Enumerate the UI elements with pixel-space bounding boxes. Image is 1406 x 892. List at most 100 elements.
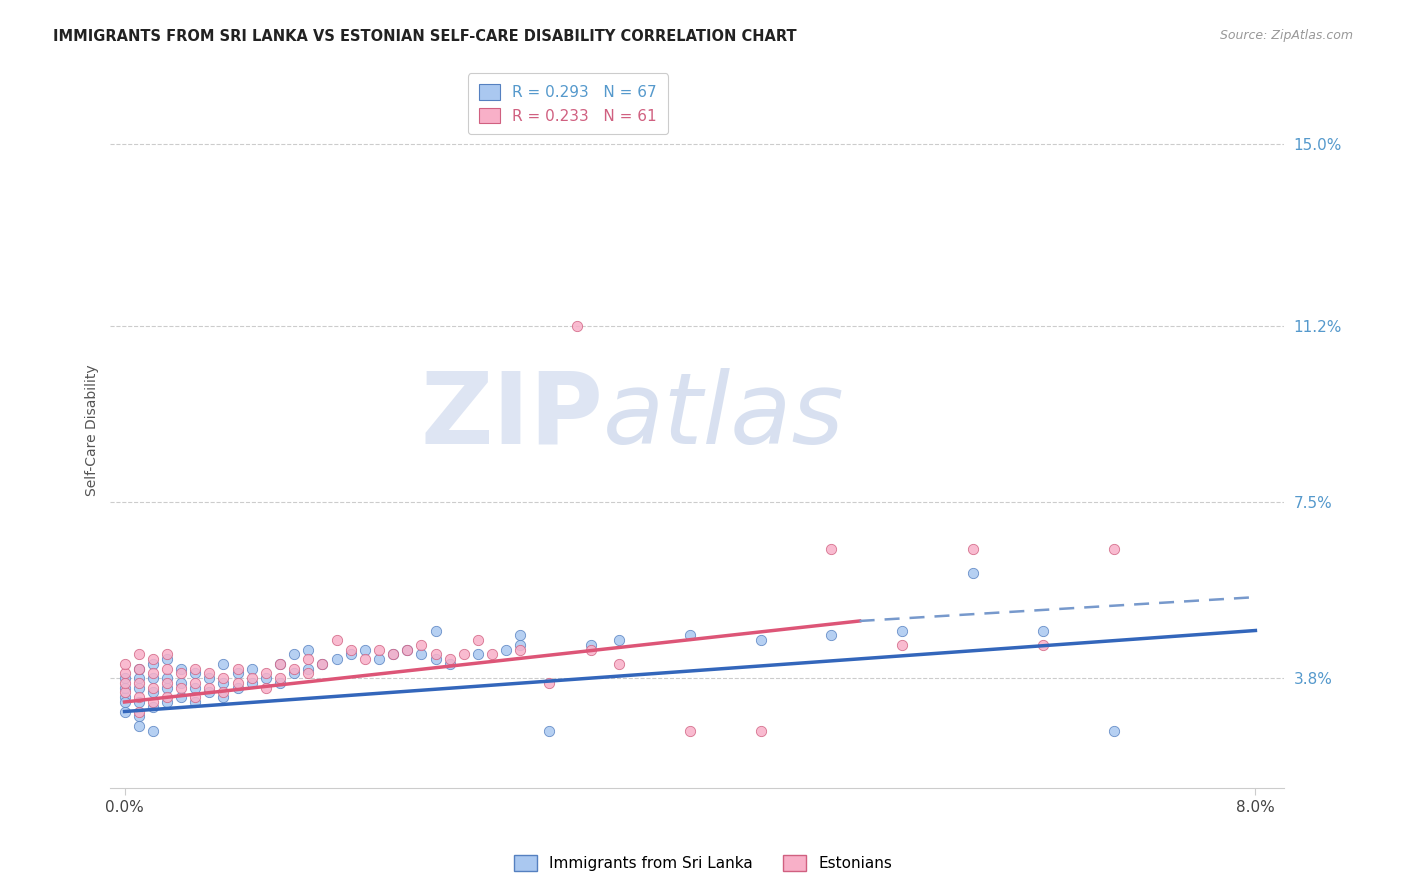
Point	[425, 648, 447, 662]
Point	[128, 648, 150, 662]
Point	[579, 642, 602, 657]
Point	[128, 695, 150, 709]
Point	[128, 671, 150, 685]
Point	[114, 695, 136, 709]
Point	[509, 628, 531, 642]
Point	[254, 671, 277, 685]
Point	[226, 662, 249, 676]
Point	[382, 648, 405, 662]
Point	[382, 648, 405, 662]
Point	[495, 642, 517, 657]
Point	[114, 705, 136, 719]
Point	[439, 652, 461, 666]
Point	[226, 676, 249, 690]
Point	[439, 657, 461, 671]
Point	[368, 642, 391, 657]
Point	[481, 648, 503, 662]
Point	[128, 662, 150, 676]
Legend: R = 0.293   N = 67, R = 0.233   N = 61: R = 0.293 N = 67, R = 0.233 N = 61	[468, 73, 668, 135]
Point	[1032, 624, 1054, 638]
Point	[114, 676, 136, 690]
Point	[749, 723, 772, 738]
Point	[156, 676, 179, 690]
Point	[311, 657, 333, 671]
Point	[283, 648, 305, 662]
Point	[962, 566, 984, 581]
Point	[297, 652, 319, 666]
Point	[156, 695, 179, 709]
Point	[184, 662, 207, 676]
Point	[467, 648, 489, 662]
Point	[184, 695, 207, 709]
Point	[156, 662, 179, 676]
Point	[607, 633, 630, 648]
Point	[114, 666, 136, 681]
Point	[453, 648, 475, 662]
Point	[565, 318, 588, 333]
Point	[537, 676, 560, 690]
Point	[467, 633, 489, 648]
Point	[170, 662, 193, 676]
Point	[128, 662, 150, 676]
Point	[240, 676, 263, 690]
Point	[325, 633, 347, 648]
Text: ZIP: ZIP	[420, 368, 603, 465]
Point	[269, 657, 291, 671]
Point	[128, 705, 150, 719]
Point	[212, 676, 235, 690]
Point	[1032, 638, 1054, 652]
Point	[142, 695, 165, 709]
Point	[128, 709, 150, 723]
Point	[198, 685, 221, 699]
Text: atlas: atlas	[603, 368, 845, 465]
Point	[184, 690, 207, 705]
Point	[212, 657, 235, 671]
Point	[411, 638, 433, 652]
Text: Source: ZipAtlas.com: Source: ZipAtlas.com	[1219, 29, 1353, 42]
Point	[170, 681, 193, 695]
Point	[269, 676, 291, 690]
Point	[509, 642, 531, 657]
Point	[226, 666, 249, 681]
Point	[142, 652, 165, 666]
Point	[240, 671, 263, 685]
Point	[198, 666, 221, 681]
Point	[114, 685, 136, 699]
Point	[749, 633, 772, 648]
Point	[156, 671, 179, 685]
Point	[128, 681, 150, 695]
Point	[297, 642, 319, 657]
Y-axis label: Self-Care Disability: Self-Care Disability	[86, 365, 100, 496]
Point	[142, 685, 165, 699]
Point	[198, 671, 221, 685]
Point	[226, 681, 249, 695]
Point	[891, 638, 914, 652]
Point	[1102, 542, 1125, 557]
Point	[509, 638, 531, 652]
Point	[198, 681, 221, 695]
Point	[891, 624, 914, 638]
Point	[212, 671, 235, 685]
Point	[170, 676, 193, 690]
Point	[170, 666, 193, 681]
Point	[184, 676, 207, 690]
Point	[311, 657, 333, 671]
Point	[820, 542, 842, 557]
Point	[114, 671, 136, 685]
Point	[679, 628, 702, 642]
Point	[325, 652, 347, 666]
Point	[128, 690, 150, 705]
Point	[679, 723, 702, 738]
Point	[820, 628, 842, 642]
Point	[396, 642, 419, 657]
Point	[254, 666, 277, 681]
Point	[537, 723, 560, 738]
Point	[128, 676, 150, 690]
Point	[607, 657, 630, 671]
Point	[128, 719, 150, 733]
Point	[142, 657, 165, 671]
Point	[142, 671, 165, 685]
Point	[269, 671, 291, 685]
Point	[339, 648, 361, 662]
Point	[297, 662, 319, 676]
